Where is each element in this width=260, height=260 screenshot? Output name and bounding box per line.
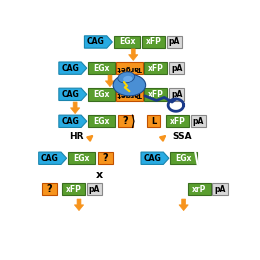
Text: EGx: EGx [176, 154, 192, 163]
FancyBboxPatch shape [98, 152, 113, 164]
Text: pA: pA [193, 117, 204, 126]
FancyBboxPatch shape [88, 88, 115, 101]
Text: x: x [96, 170, 103, 180]
FancyBboxPatch shape [166, 115, 189, 127]
Text: EGx: EGx [93, 117, 110, 126]
Text: pA: pA [89, 185, 100, 193]
FancyBboxPatch shape [169, 88, 184, 101]
FancyBboxPatch shape [171, 152, 197, 164]
Text: HR: HR [69, 132, 84, 141]
Polygon shape [74, 199, 84, 211]
FancyBboxPatch shape [144, 88, 167, 101]
Polygon shape [59, 88, 87, 101]
FancyBboxPatch shape [144, 62, 167, 74]
Text: CAG: CAG [61, 64, 79, 73]
Text: SSA: SSA [172, 132, 192, 141]
Text: pA: pA [171, 90, 182, 99]
Text: Target: Target [116, 91, 142, 97]
Text: xFP: xFP [170, 117, 185, 126]
Polygon shape [105, 75, 115, 87]
Text: EGx: EGx [93, 90, 110, 99]
Polygon shape [84, 36, 112, 48]
FancyBboxPatch shape [167, 36, 182, 48]
FancyBboxPatch shape [68, 152, 94, 164]
Text: xrP: xrP [192, 185, 206, 193]
FancyBboxPatch shape [147, 115, 160, 127]
Text: CAG: CAG [61, 90, 79, 99]
Text: pA: pA [214, 185, 226, 193]
FancyBboxPatch shape [114, 36, 140, 48]
Polygon shape [129, 49, 138, 61]
FancyBboxPatch shape [42, 183, 57, 195]
FancyBboxPatch shape [118, 115, 133, 127]
Text: xFP: xFP [148, 64, 164, 73]
FancyBboxPatch shape [116, 62, 142, 74]
Ellipse shape [118, 72, 135, 83]
Text: xFP: xFP [148, 90, 164, 99]
Polygon shape [59, 62, 87, 74]
FancyBboxPatch shape [88, 115, 115, 127]
Text: CAG: CAG [61, 117, 79, 126]
FancyBboxPatch shape [62, 183, 85, 195]
FancyBboxPatch shape [169, 62, 184, 74]
Polygon shape [39, 152, 67, 164]
Text: CAG: CAG [41, 154, 59, 163]
Text: L: L [151, 117, 156, 126]
Text: ?: ? [123, 116, 128, 126]
Text: ?: ? [102, 153, 108, 163]
Text: xFP: xFP [66, 185, 82, 193]
Text: xFP: xFP [145, 37, 161, 47]
FancyBboxPatch shape [212, 183, 228, 195]
FancyBboxPatch shape [191, 115, 206, 127]
Text: ?: ? [47, 184, 52, 194]
Text: CAG: CAG [87, 37, 105, 47]
Polygon shape [59, 115, 87, 127]
Text: EGx: EGx [93, 64, 110, 73]
FancyBboxPatch shape [87, 183, 102, 195]
Text: EGx: EGx [119, 37, 135, 47]
Text: EGx: EGx [73, 154, 89, 163]
Polygon shape [179, 199, 188, 211]
Text: Target: Target [116, 65, 142, 71]
FancyBboxPatch shape [187, 183, 211, 195]
Text: pA: pA [171, 64, 182, 73]
FancyBboxPatch shape [116, 88, 142, 101]
FancyBboxPatch shape [142, 36, 165, 48]
Ellipse shape [123, 76, 132, 82]
Text: CAG: CAG [143, 154, 161, 163]
FancyBboxPatch shape [88, 62, 115, 74]
Polygon shape [141, 152, 169, 164]
Ellipse shape [113, 74, 146, 96]
Text: pA: pA [169, 37, 180, 47]
Polygon shape [70, 102, 80, 114]
